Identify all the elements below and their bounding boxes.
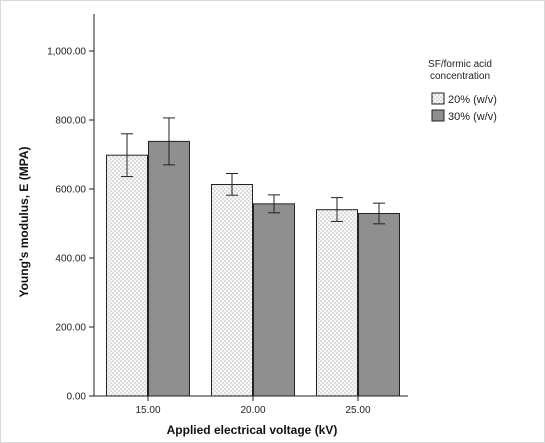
y-tick-label: 0.00 — [67, 392, 87, 403]
legend-swatch-20 — [431, 92, 445, 105]
x-tick-label: 25.00 — [345, 405, 370, 416]
x-axis-title: Applied electrical voltage (kV) — [167, 423, 338, 437]
bar-20-w-v--15-00 — [106, 154, 148, 397]
bar-30-w-v--20-00 — [253, 203, 295, 397]
legend: SF/formic acid concentration 20% (w/v) 3… — [428, 59, 497, 123]
y-axis-title: Young's modulus, E (MPA) — [17, 146, 31, 297]
x-tick-label: 20.00 — [240, 405, 265, 416]
bar-30-w-v--25-00 — [358, 212, 400, 397]
y-tick-label: 1,000.00 — [47, 47, 86, 58]
legend-swatch-30 — [431, 109, 445, 122]
bar-20-w-v--25-00 — [316, 209, 358, 397]
bar-20-w-v--20-00 — [211, 184, 253, 397]
legend-title-line-1: SF/formic acid — [428, 59, 492, 70]
y-tick-label: 200.00 — [55, 323, 86, 334]
y-tick-label: 800.00 — [55, 116, 86, 127]
legend-label-20: 20% (w/v) — [448, 94, 497, 106]
legend-label-30: 30% (w/v) — [448, 111, 497, 123]
error-bars-group — [121, 117, 385, 225]
y-tick-label: 400.00 — [55, 254, 86, 265]
x-tick-label: 15.00 — [135, 405, 160, 416]
bars-group — [106, 140, 400, 397]
legend-title-line-2: concentration — [430, 71, 490, 82]
x-axis-ticks: 15.00 20.00 25.00 — [135, 396, 371, 416]
bar-30-w-v--15-00 — [148, 140, 190, 397]
y-axis-ticks: 0.00 200.00 400.00 600.00 800.00 1,000.00 — [47, 47, 94, 403]
y-tick-label: 600.00 — [55, 185, 86, 196]
